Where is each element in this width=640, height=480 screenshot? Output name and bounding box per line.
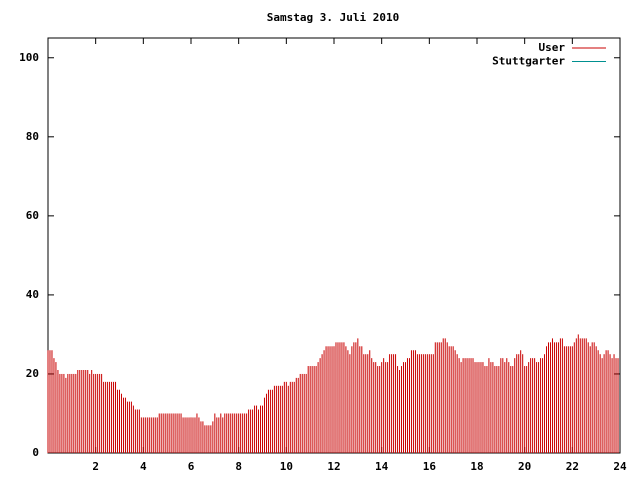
y-tick-label: 0 <box>32 446 39 459</box>
legend-label: Stuttgarter <box>492 55 565 68</box>
x-tick-label: 6 <box>188 460 195 473</box>
x-tick-label: 24 <box>613 460 627 473</box>
x-tick-label: 4 <box>140 460 147 473</box>
x-tick-label: 12 <box>327 460 340 473</box>
y-tick-label: 100 <box>19 51 39 64</box>
y-tick-label: 80 <box>26 130 39 143</box>
x-tick-label: 8 <box>235 460 242 473</box>
x-tick-label: 14 <box>375 460 389 473</box>
x-tick-label: 18 <box>470 460 483 473</box>
x-tick-label: 2 <box>92 460 99 473</box>
x-tick-label: 22 <box>566 460 579 473</box>
chart-title: Samstag 3. Juli 2010 <box>267 11 399 24</box>
x-tick-label: 10 <box>280 460 293 473</box>
x-tick-label: 16 <box>423 460 437 473</box>
legend-label: User <box>539 41 566 54</box>
y-tick-label: 40 <box>26 288 39 301</box>
y-tick-label: 60 <box>26 209 39 222</box>
y-tick-label: 20 <box>26 367 39 380</box>
x-tick-label: 20 <box>518 460 531 473</box>
